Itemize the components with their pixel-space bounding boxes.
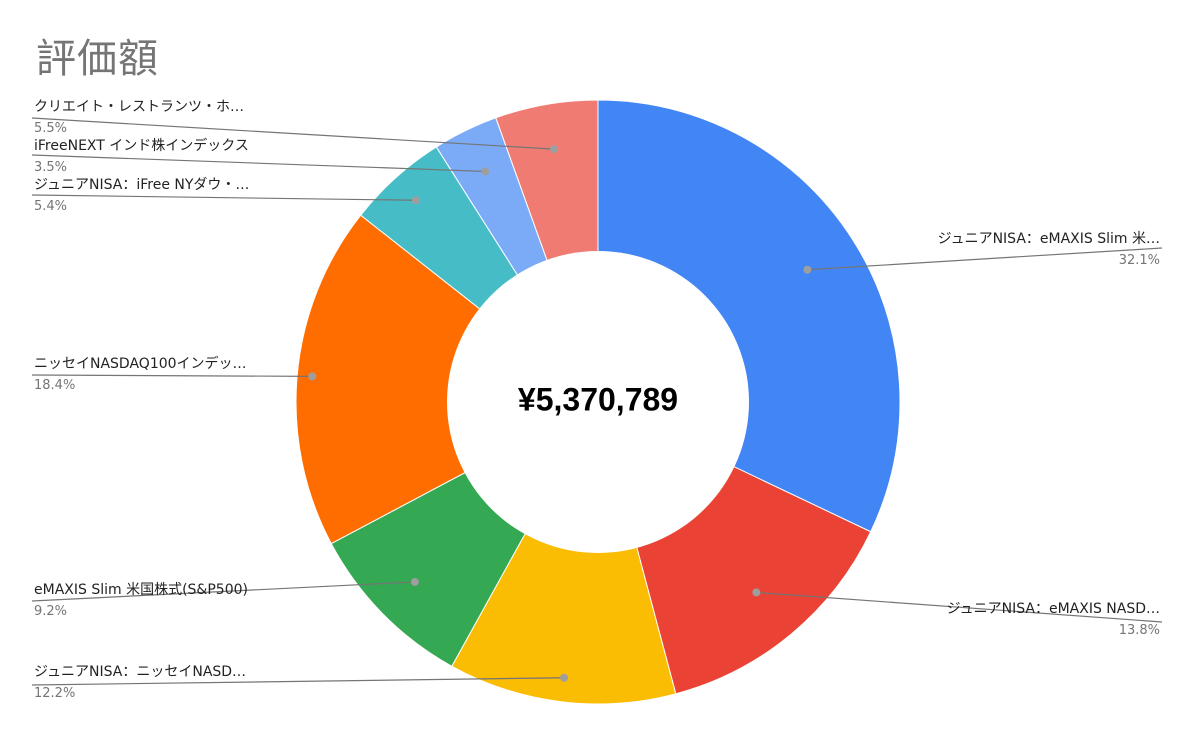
slice-name-label: ジュニアNISA：iFree NYダウ・… — [34, 177, 249, 193]
slice-name-label: eMAXIS Slim 米国株式(S&P500) — [34, 582, 248, 598]
leader-line — [31, 154, 486, 173]
slice-label: iFreeNEXT インド株インデックス 3.5% — [31, 137, 490, 176]
slice-percent-label: 12.2% — [34, 686, 75, 701]
leader-line — [31, 117, 554, 150]
slice-label: ジュニアNISA：ニッセイNASD… 12.2% — [31, 664, 569, 701]
leader-line — [807, 247, 1163, 271]
slice-label: ジュニアNISA：eMAXIS Slim 米… 32.1% — [803, 231, 1163, 274]
slice-percent-label: 5.5% — [34, 121, 67, 136]
leader-line — [31, 677, 565, 686]
chart-title: 評価額 — [36, 36, 159, 82]
slice-label: ニッセイNASDAQ100インデッ… 18.4% — [31, 355, 317, 393]
leader-line — [31, 581, 415, 602]
leader-line — [31, 374, 313, 377]
slice-percent-label: 13.8% — [1119, 623, 1160, 638]
leader-line — [756, 591, 1163, 623]
slice-name-label: ジュニアNISA：ニッセイNASD… — [34, 664, 246, 680]
pie-slice — [295, 214, 599, 545]
slice-name-label: iFreeNEXT インド株インデックス — [34, 137, 249, 154]
slice-name-label: ニッセイNASDAQ100インデッ… — [34, 355, 247, 372]
leader-dot — [560, 673, 569, 682]
leader-dot — [410, 577, 419, 586]
slice-name-label: クリエイト・レストランツ・ホ… — [34, 99, 244, 115]
slice-label: クリエイト・レストランツ・ホ… 5.5% — [31, 99, 558, 154]
slice-percent-label: 5.4% — [34, 199, 67, 214]
labels-group: ジュニアNISA：eMAXIS Slim 米…32.1%ジュニアNISA：eMA… — [31, 99, 1163, 701]
leader-dot — [411, 196, 420, 205]
slice-percent-label: 9.2% — [34, 604, 67, 619]
slice-label: eMAXIS Slim 米国株式(S&P500) 9.2% — [31, 577, 419, 619]
leader-dot — [481, 167, 490, 176]
slice-percent-label: 32.1% — [1119, 253, 1160, 268]
donut-hole — [447, 251, 749, 553]
center-total-label: ¥5,370,789 — [518, 381, 678, 417]
slice-label: ジュニアNISA：iFree NYダウ・… 5.4% — [31, 177, 420, 214]
slice-name-label: ジュニアNISA：eMAXIS Slim 米… — [938, 231, 1160, 247]
leader-dot — [752, 588, 761, 597]
leader-dot — [803, 265, 812, 274]
slice-label: ジュニアNISA：eMAXIS NASD… 13.8% — [752, 588, 1163, 638]
leader-line — [31, 194, 416, 201]
slice-percent-label: 3.5% — [34, 160, 67, 175]
leader-dot — [549, 145, 558, 154]
slice-name-label: ジュニアNISA：eMAXIS NASD… — [947, 601, 1160, 617]
leader-dot — [308, 372, 317, 381]
pie-slice — [451, 400, 677, 705]
slice-percent-label: 18.4% — [34, 378, 75, 393]
